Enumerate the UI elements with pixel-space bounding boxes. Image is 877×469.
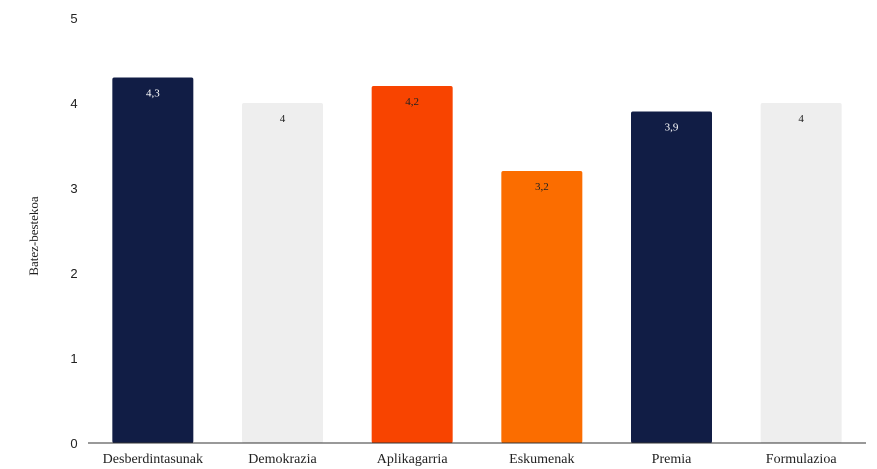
y-axis-label: Batez-bestekoa — [26, 196, 41, 276]
x-tick-label: Desberdintasunak — [103, 452, 203, 467]
bar — [501, 171, 583, 443]
y-axis-ticks: 0 1 2 3 4 5 — [70, 11, 77, 451]
data-label: 3,9 — [665, 122, 679, 134]
bar — [631, 111, 712, 443]
y-tick-label: 1 — [70, 351, 77, 366]
data-label: 4,2 — [405, 96, 419, 108]
bar — [112, 77, 194, 443]
x-tick-label: Demokrazia — [248, 452, 317, 467]
y-tick-label: 0 — [70, 436, 77, 451]
x-tick-label: Premia — [652, 452, 692, 467]
x-tick-label: Formulazioa — [766, 452, 838, 467]
data-label: 4 — [280, 113, 286, 125]
data-label: 4,3 — [146, 88, 160, 100]
category-labels: Desberdintasunak Demokrazia Aplikagarria Es… — [103, 452, 838, 467]
bar — [760, 103, 842, 443]
data-label: 3,2 — [535, 181, 549, 193]
data-label: 4 — [798, 113, 804, 125]
y-tick-label: 3 — [70, 181, 77, 196]
bar — [242, 103, 323, 443]
bars: 4,3 4 4,2 3,2 3,9 4 — [112, 77, 842, 443]
y-tick-label: 4 — [70, 96, 77, 111]
y-tick-label: 5 — [70, 11, 77, 26]
bar — [371, 86, 453, 443]
x-tick-label: Aplikagarria — [377, 452, 449, 467]
x-tick-label: Eskumenak — [509, 452, 574, 467]
y-tick-label: 2 — [70, 266, 77, 281]
